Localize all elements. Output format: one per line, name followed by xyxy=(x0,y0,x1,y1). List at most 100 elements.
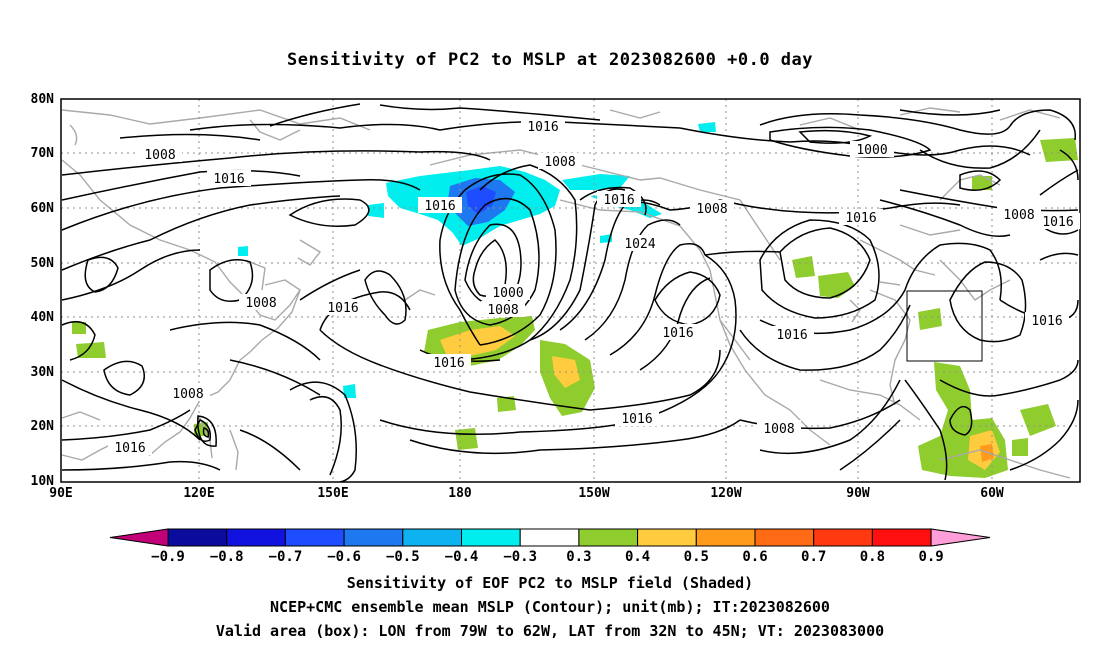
lon-label-120e: 120E xyxy=(183,486,215,501)
colorbar-tick-label: 0.8 xyxy=(860,549,885,565)
colorbar-segment xyxy=(813,528,873,547)
caption-line-3: Valid area (box): LON from 79W to 62W, L… xyxy=(215,622,885,640)
shade-green-greatlakes xyxy=(818,272,855,298)
caption-line-2: NCEP+CMC ensemble mean MSLP (Contour); u… xyxy=(270,598,830,616)
shade-darkblue-northpacific xyxy=(466,186,496,214)
colorbar-segment xyxy=(167,528,228,547)
contour-label: 1016 xyxy=(327,301,358,316)
shade-green-atl1 xyxy=(1040,138,1078,162)
colorbar-segment xyxy=(754,528,815,547)
shade-green-atl2 xyxy=(972,176,992,190)
colorbar-segments xyxy=(109,528,991,547)
contour-label: 1008 xyxy=(245,296,276,311)
colorbar-segment xyxy=(461,528,521,547)
colorbar-segment xyxy=(284,528,345,547)
colorbar-tick-label: 0.7 xyxy=(801,549,826,565)
lat-label-50n: 50N xyxy=(30,256,54,271)
mslp-contours xyxy=(61,103,1079,482)
lat-label-70n: 70N xyxy=(30,146,54,161)
contour-label: 1016 xyxy=(1042,215,1073,230)
lat-label-30n: 30N xyxy=(30,365,54,380)
lat-label-20n: 20N xyxy=(30,419,54,434)
colorbar-low-arrow xyxy=(109,528,169,547)
contour-label: 1008 xyxy=(172,387,203,402)
colorbar-segment xyxy=(871,528,932,547)
lon-label-60w: 60W xyxy=(980,486,1004,501)
shade-cyan-small2 xyxy=(698,122,716,132)
colorbar-tick-label: −0.7 xyxy=(269,549,303,565)
contour-label: 1008 xyxy=(544,155,575,170)
contour-label: 1008 xyxy=(1003,208,1034,223)
colorbar-tick-label: −0.8 xyxy=(210,549,244,565)
contour-label: 1008 xyxy=(144,148,175,163)
shade-cyan-small4 xyxy=(343,384,356,398)
colorbar-segment xyxy=(402,528,462,547)
colorbar-segment xyxy=(226,528,286,547)
shade-green-canada xyxy=(792,256,815,278)
lon-label-90w: 90W xyxy=(846,486,870,501)
contour-label: 1016 xyxy=(662,326,693,341)
contour-label: 1016 xyxy=(1031,314,1062,329)
contour-label: 1000 xyxy=(856,143,887,158)
colorbar-labels: −0.9 −0.8 −0.7 −0.6 −0.5 −0.4 −0.3 0.3 0.4 0.5 0.6… xyxy=(151,549,944,565)
contour-label: 1016 xyxy=(603,193,634,208)
lat-label-40n: 40N xyxy=(30,310,54,325)
lat-label-10n: 10N xyxy=(30,474,54,489)
contour-label: 1016 xyxy=(776,328,807,343)
contour-label: 1016 xyxy=(621,412,652,427)
chart-title: Sensitivity of PC2 to MSLP at 2023082600… xyxy=(286,50,813,70)
caption-line-1: Sensitivity of EOF PC2 to MSLP field (Sh… xyxy=(346,574,754,592)
colorbar-tick-label: −0.9 xyxy=(151,549,185,565)
gridlines xyxy=(61,99,1080,482)
contour-label: 1008 xyxy=(487,303,518,318)
colorbar: −0.9 −0.8 −0.7 −0.6 −0.5 −0.4 −0.3 0.3 0.4 0.5 0.6… xyxy=(109,528,991,565)
colorbar-segment xyxy=(637,528,697,547)
shade-green-box xyxy=(918,308,942,330)
contour-label: 1016 xyxy=(213,172,244,187)
shade-cyan-gulf xyxy=(562,174,630,190)
colorbar-tick-label: −0.3 xyxy=(503,549,537,565)
shade-green-atl3 xyxy=(1020,404,1056,436)
contour-label: 1000 xyxy=(492,286,523,301)
shade-green-small-b xyxy=(455,428,478,450)
colorbar-tick-label: 0.3 xyxy=(566,549,591,565)
contour-label: 1016 xyxy=(114,441,145,456)
contour-label: 1016 xyxy=(845,211,876,226)
colorbar-high-arrow xyxy=(930,528,991,547)
colorbar-tick-label: −0.6 xyxy=(327,549,361,565)
colorbar-segment xyxy=(695,528,756,547)
shade-green-caribbean xyxy=(918,362,1008,478)
colorbar-tick-label: 0.9 xyxy=(918,549,943,565)
shade-green-small-e xyxy=(72,322,86,334)
colorbar-tick-label: 0.6 xyxy=(742,549,767,565)
lon-label-90e: 90E xyxy=(49,486,73,501)
lon-label-120w: 120W xyxy=(710,486,742,501)
lon-label-180: 180 xyxy=(448,486,472,501)
contour-label: 1016 xyxy=(433,356,464,371)
colorbar-segment xyxy=(578,528,639,547)
shade-cyan-small3 xyxy=(368,203,384,218)
map-frame xyxy=(60,98,1081,483)
contour-label: 1016 xyxy=(424,199,455,214)
colorbar-tick-label: 0.4 xyxy=(625,549,650,565)
lat-label-80n: 80N xyxy=(30,92,54,107)
contour-label: 1008 xyxy=(696,202,727,217)
colorbar-segment xyxy=(343,528,404,547)
colorbar-tick-label: 0.5 xyxy=(684,549,709,565)
lon-label-150w: 150W xyxy=(578,486,610,501)
shade-green-small-a xyxy=(497,396,516,412)
colorbar-tick-label: −0.4 xyxy=(445,549,479,565)
lat-label-60n: 60N xyxy=(30,201,54,216)
contour-label: 1016 xyxy=(527,120,558,135)
colorbar-segment xyxy=(519,528,580,547)
shaded-sensitivity xyxy=(72,122,1078,478)
contour-label: 1024 xyxy=(624,237,655,252)
shade-green-atl4 xyxy=(1012,438,1028,456)
lon-label-150e: 150E xyxy=(317,486,349,501)
contour-labels: 1016 1008 1016 1016 1008 1016 1016 1000 … xyxy=(108,118,1080,456)
contour-label: 1008 xyxy=(763,422,794,437)
shade-cyan-small5 xyxy=(238,246,248,256)
valid-area-box xyxy=(906,290,983,362)
colorbar-tick-label: −0.5 xyxy=(386,549,420,565)
